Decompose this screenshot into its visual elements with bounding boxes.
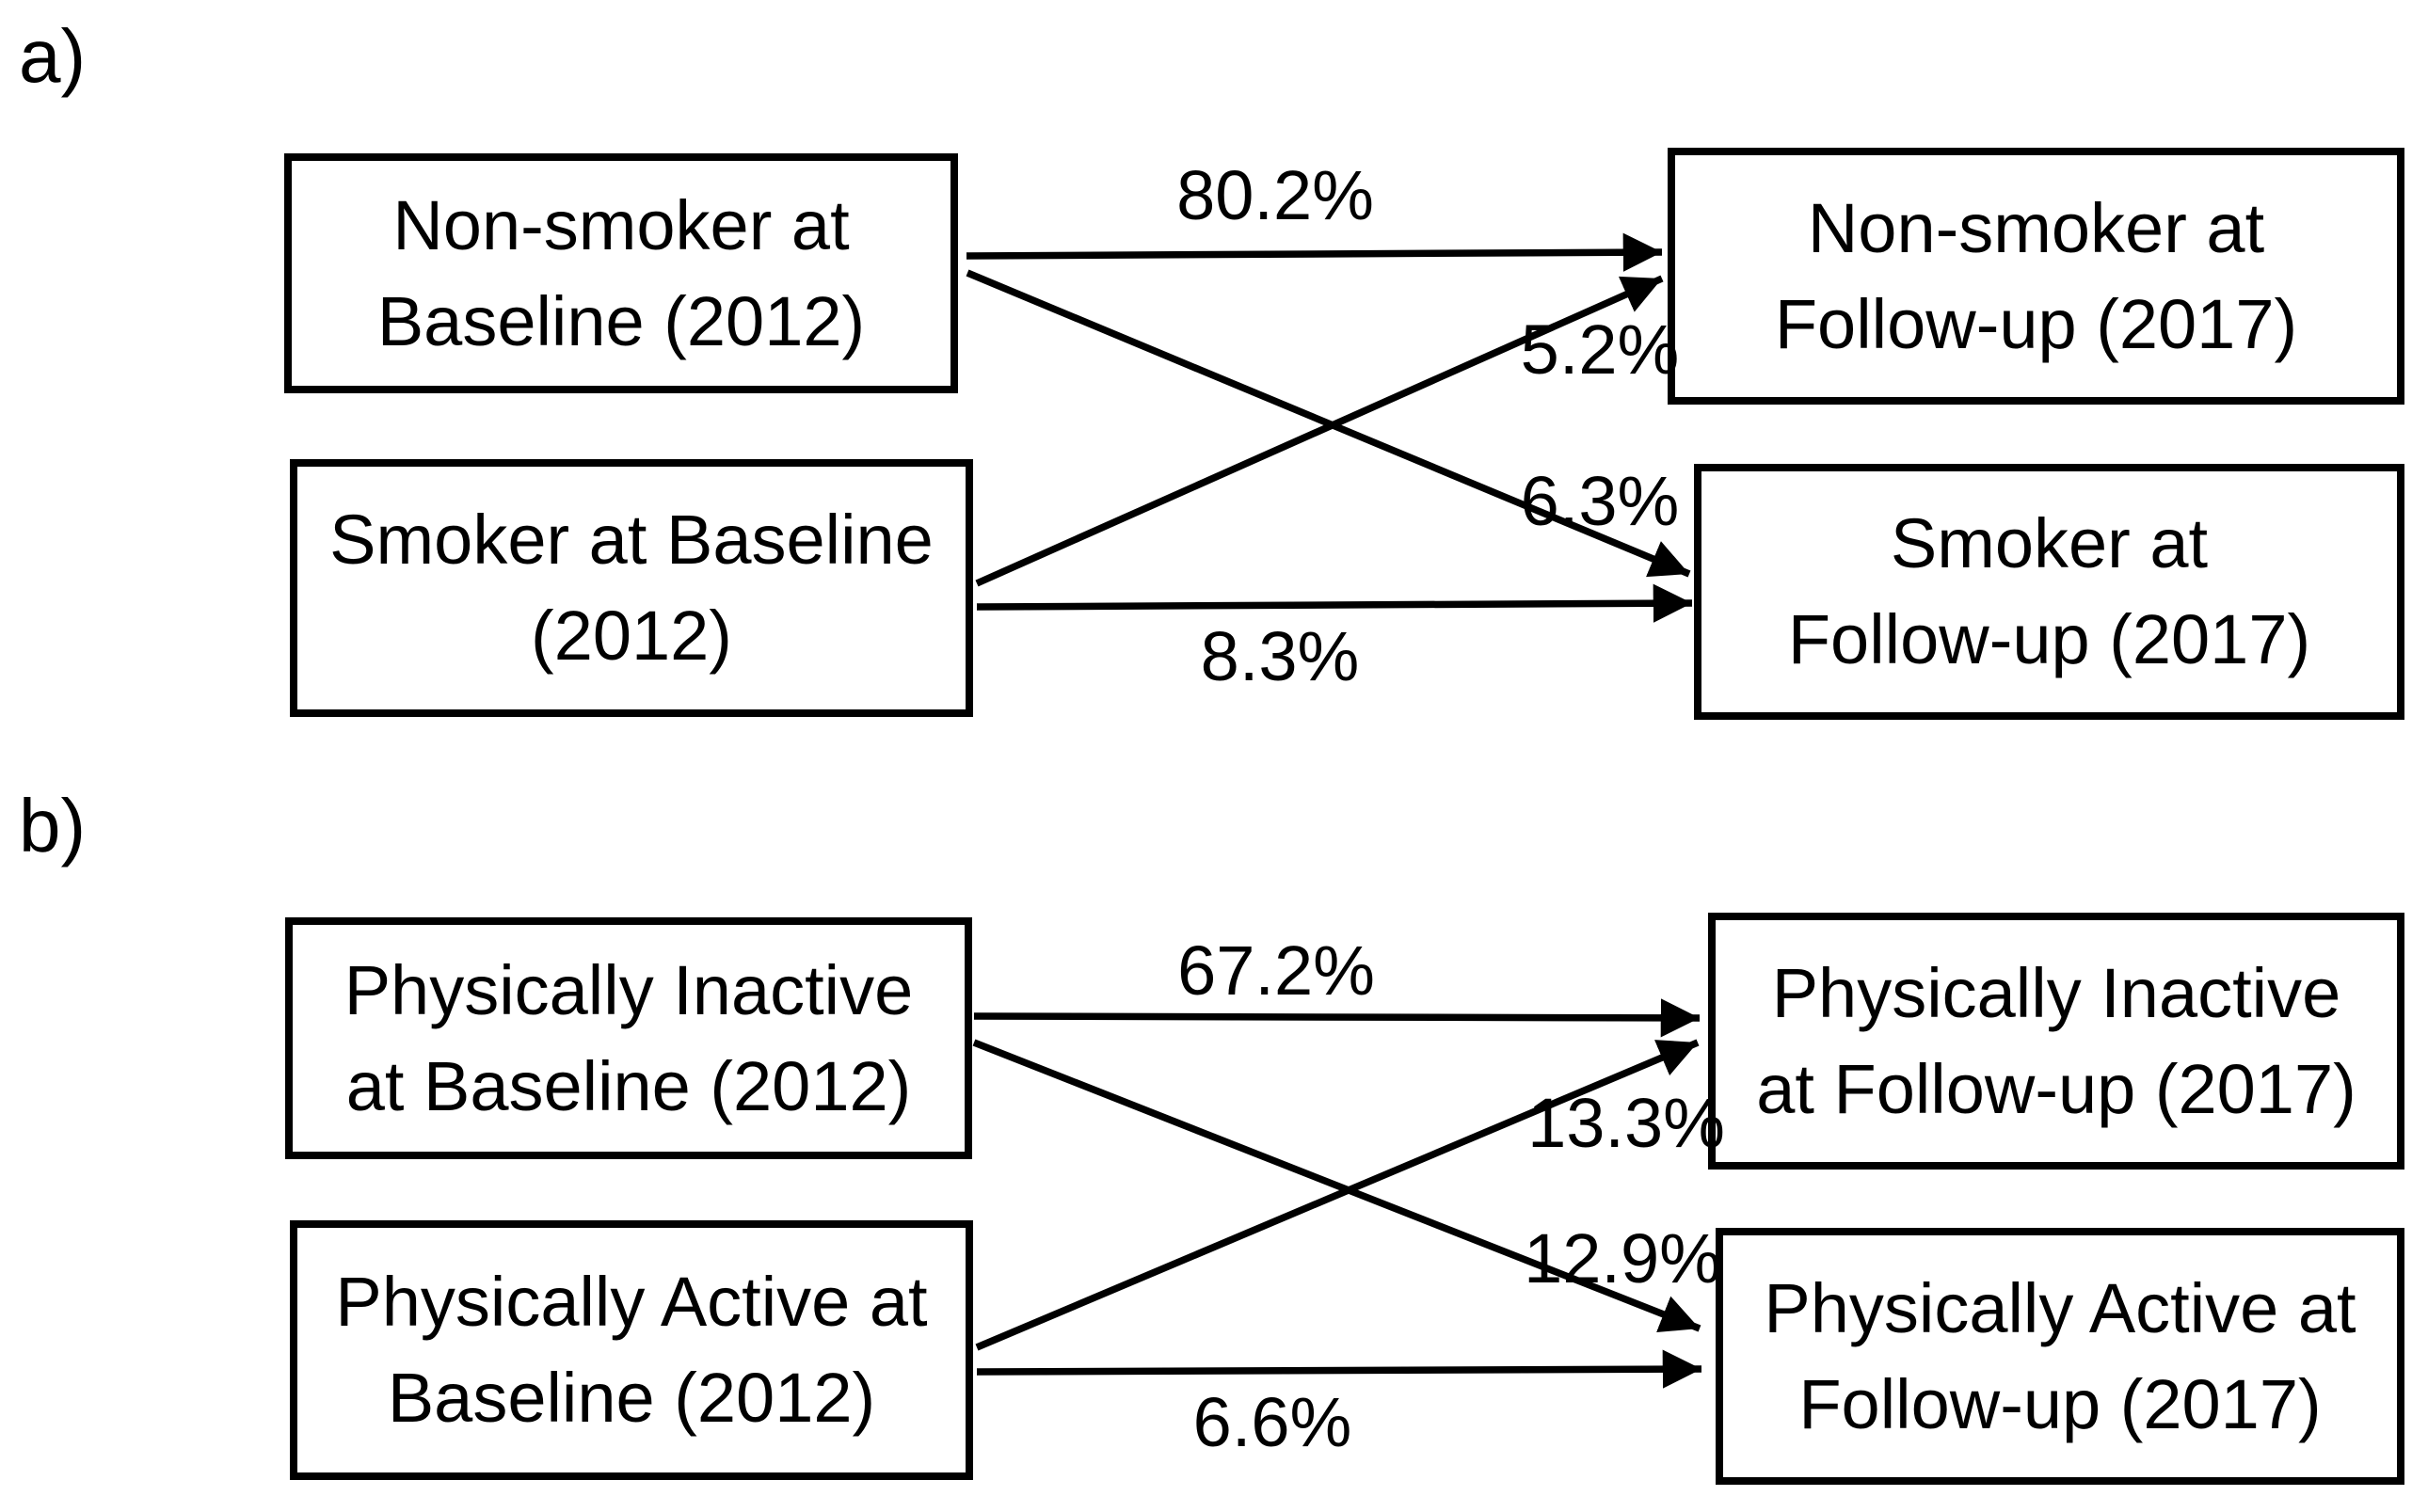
arrow-label-smoker-to-nonsmoker: 5.2% — [1520, 310, 1680, 389]
box-text-line: Non-smoker at — [392, 185, 850, 264]
box-text-line: Smoker at Baseline — [329, 501, 934, 579]
box-text-line: Physically Active at — [335, 1263, 928, 1341]
box-text-line: Physically Active at — [1764, 1268, 2356, 1347]
arrow-label-inactive-stay: 67.2% — [1177, 931, 1375, 1010]
arrow-b-inactive-to-active — [972, 1039, 1701, 1333]
box-text-line: Physically Inactive — [1771, 953, 2341, 1032]
arrow-a-nonsmoker-to-smoker — [966, 269, 1691, 578]
box-active-followup: Physically Active at Follow-up (2017) — [1716, 1228, 2404, 1485]
arrow-label-inactive-to-active: 12.9% — [1524, 1219, 1721, 1297]
box-text-line: at Follow-up (2017) — [1756, 1049, 2356, 1128]
box-text-line: Baseline (2012) — [387, 1359, 876, 1437]
arrow-a-smoker-to-nonsmoker — [975, 275, 1664, 587]
arrow-label-nonsmoker-to-smoker: 6.3% — [1520, 462, 1680, 540]
box-smoker-baseline: Smoker at Baseline (2012) — [290, 459, 973, 717]
box-inactive-followup: Physically Inactive at Follow-up (2017) — [1708, 913, 2404, 1170]
box-text-line: Follow-up (2017) — [1774, 284, 2298, 363]
box-text-line: (2012) — [531, 597, 732, 675]
box-active-baseline: Physically Active at Baseline (2012) — [290, 1220, 973, 1480]
box-text-line: at Baseline (2012) — [345, 1046, 912, 1125]
box-nonsmoker-baseline: Non-smoker at Baseline (2012) — [284, 153, 958, 393]
box-text-line: Non-smoker at — [1807, 188, 2265, 267]
panel-b-label: b) — [19, 784, 87, 867]
box-smoker-followup: Smoker at Follow-up (2017) — [1694, 464, 2404, 720]
box-text-line: Physically Inactive — [343, 950, 914, 1029]
box-text-line: Follow-up (2017) — [1798, 1364, 2322, 1443]
arrow-label-smoker-stay: 8.3% — [1200, 617, 1360, 695]
box-text-line: Follow-up (2017) — [1787, 600, 2311, 678]
arrow-label-active-to-inactive: 13.3% — [1527, 1084, 1725, 1162]
box-text-line: Baseline (2012) — [376, 281, 866, 360]
arrow-b-inactive-to-inactive — [973, 998, 1701, 1038]
arrow-b-active-to-active — [976, 1349, 1702, 1389]
arrow-b-active-to-inactive — [975, 1039, 1700, 1351]
arrow-a-nonsmoker-to-nonsmoker — [966, 232, 1663, 272]
box-text-line: Smoker at — [1890, 504, 2209, 582]
arrow-label-active-stay: 6.6% — [1192, 1383, 1352, 1461]
arrow-a-smoker-to-smoker — [976, 583, 1693, 623]
box-nonsmoker-followup: Non-smoker at Follow-up (2017) — [1668, 148, 2404, 405]
panel-a-label: a) — [19, 14, 87, 98]
arrow-label-nonsmoker-stay: 80.2% — [1176, 156, 1374, 234]
box-inactive-baseline: Physically Inactive at Baseline (2012) — [285, 917, 972, 1159]
